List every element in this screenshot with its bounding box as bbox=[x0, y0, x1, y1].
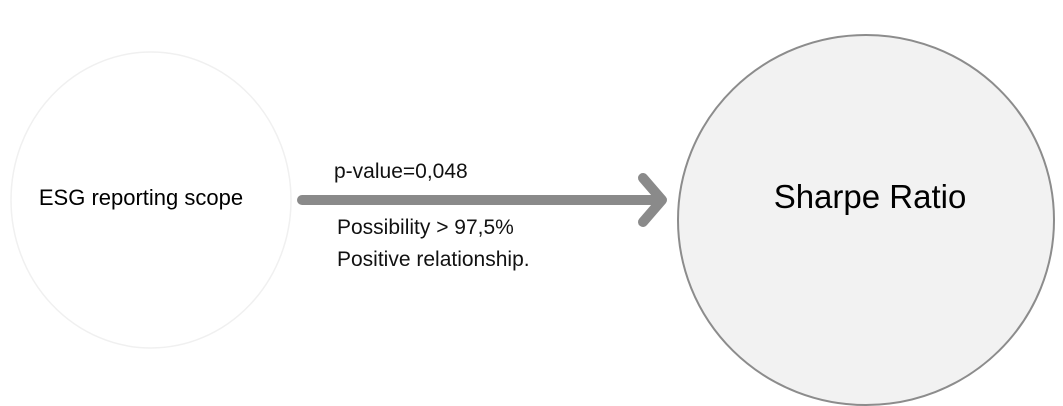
node-esg-reporting-scope: ESG reporting scope bbox=[10, 51, 292, 349]
node-esg-circle bbox=[10, 51, 292, 349]
arrow-head bbox=[638, 173, 667, 227]
edge-note-line-2: Positive relationship. bbox=[337, 248, 530, 271]
edge-note-line-1: Possibility > 97,5% bbox=[337, 216, 514, 239]
node-esg-label: ESG reporting scope bbox=[39, 185, 243, 210]
edge-p-value-label: p-value=0,048 bbox=[334, 160, 468, 183]
right-arrow-icon bbox=[297, 173, 667, 227]
node-sharpe-label: Sharpe Ratio bbox=[774, 178, 967, 215]
node-sharpe-circle bbox=[677, 34, 1055, 406]
node-sharpe-ratio: Sharpe Ratio bbox=[677, 34, 1055, 406]
